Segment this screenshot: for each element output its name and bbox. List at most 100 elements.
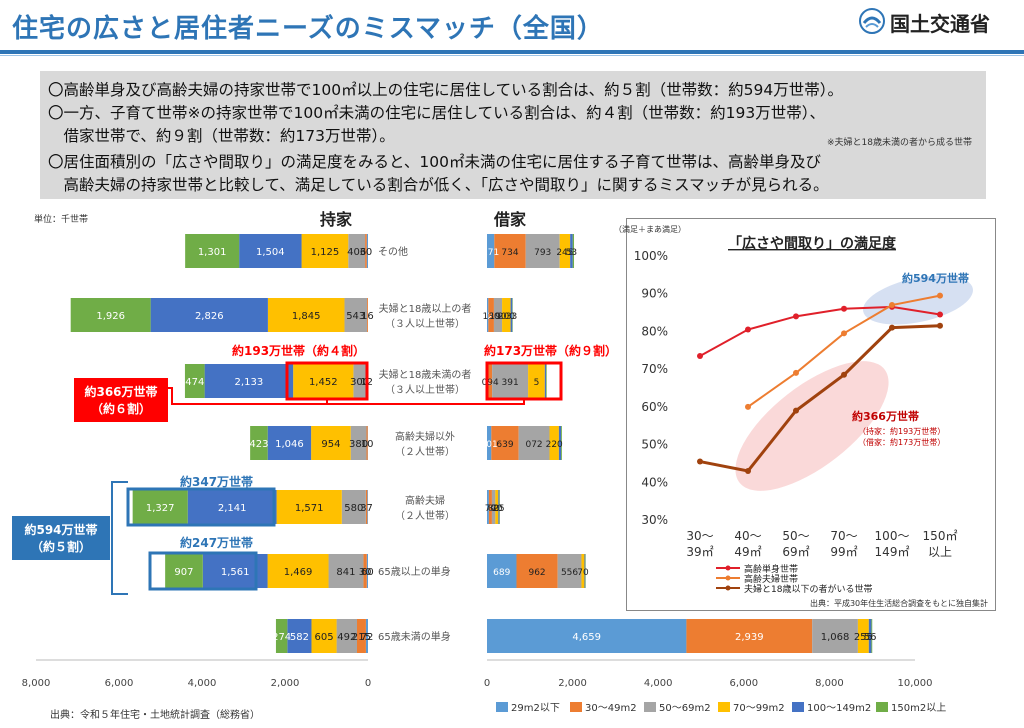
rented-bar-segment	[544, 364, 547, 398]
line-x-tick-sub: 以上	[928, 545, 952, 559]
rented-data-label: 25	[493, 504, 504, 514]
owned-data-label: 1,046	[275, 439, 304, 450]
owned-data-label: 543	[346, 311, 365, 322]
owned-bar-segment	[301, 234, 349, 268]
rented-data-label: 190	[489, 312, 506, 322]
rented-bar-segment	[487, 298, 489, 332]
rented-data-label: 556	[561, 568, 578, 578]
rented-data-label: 962	[528, 568, 545, 578]
category-label: 夫婦と18歳未満の者	[379, 369, 472, 381]
header-rule-thin	[0, 55, 1024, 56]
rented-bar-segment	[488, 298, 494, 332]
line-annotation-366-rent: （借家：約173万世帯）	[858, 437, 945, 447]
rented-bar-segment	[557, 554, 582, 588]
owned-data-label: 954	[321, 439, 340, 450]
owned-data-label: 300	[350, 377, 369, 388]
rented-bar-segment	[516, 554, 558, 588]
rented-bar-segment	[502, 298, 511, 332]
line-y-tick: 40%	[641, 475, 668, 489]
highlight-ellipse-366	[735, 361, 889, 491]
rented-heading: 借家	[494, 210, 527, 229]
owned-bar-segment	[341, 490, 366, 524]
rented-data-label: 639	[496, 440, 513, 450]
legend-swatch	[792, 702, 804, 712]
rented-bar-segment	[857, 619, 869, 653]
line-x-tick-sub: 99㎡	[830, 545, 857, 559]
rented-bar-segment	[491, 490, 496, 524]
legend-label: 150m2以上	[891, 702, 946, 714]
rented-bar-segment	[584, 554, 586, 588]
owned-bar-segment	[250, 426, 268, 460]
owned-x-tick: 4,000	[188, 678, 217, 689]
line-point	[697, 352, 703, 359]
summary-line-3: 借家世帯で、約９割（世帯数：約173万世帯）。	[48, 127, 395, 145]
category-sublabel: （３人以上世帯）	[385, 317, 465, 330]
rented-data-label: 689	[493, 568, 510, 578]
line-x-tick: 100～	[875, 529, 910, 543]
line-point	[793, 369, 799, 376]
owned-bar-segment	[311, 426, 351, 460]
owned-data-label: 841	[336, 567, 355, 578]
callout-594-text: 約594万世帯	[24, 522, 97, 537]
rented-bar-segment	[487, 554, 517, 588]
line-point	[841, 305, 847, 312]
highlight-elder-247	[148, 551, 258, 591]
line-x-tick: 30～	[686, 529, 713, 543]
rented-bar-segment	[518, 426, 550, 460]
category-label: 65歳以上の単身	[378, 565, 451, 578]
rented-data-label: 80	[488, 504, 500, 514]
line-source: 出典：平成30年住生活総合調査をもとに独自集計	[810, 598, 988, 608]
owned-bar-segment	[187, 490, 277, 524]
owned-data-label: 1,504	[256, 247, 285, 258]
line-point	[889, 324, 895, 331]
owned-bar-segment	[344, 298, 368, 332]
owned-data-label: 605	[314, 632, 333, 643]
owned-bar-segment	[350, 426, 367, 460]
owned-data-label: 423	[249, 439, 268, 450]
rented-data-label: 56	[864, 632, 877, 643]
line-point	[745, 467, 751, 474]
owned-data-label: 16	[361, 311, 374, 322]
category-label: 65歳未満の単身	[378, 630, 451, 643]
line-point	[937, 292, 943, 299]
line-y-tick: 60%	[641, 400, 668, 414]
line-x-tick: 150㎡	[923, 529, 958, 543]
callout-elder-347: 約347万世帯	[180, 474, 253, 489]
rented-data-label: 245	[556, 248, 573, 258]
rented-bar-segment	[498, 490, 500, 524]
category-label: 高齢夫婦	[405, 494, 445, 507]
rented-x-tick: 4,000	[644, 678, 673, 689]
owned-data-label: 72	[361, 632, 374, 643]
rented-bar-segment	[561, 426, 562, 460]
owned-bar-segment	[367, 298, 368, 332]
rented-bar-segment	[494, 234, 526, 268]
rented-bar-segment	[546, 364, 547, 398]
rented-x-tick: 10,000	[898, 678, 933, 689]
rented-bar-segment	[871, 619, 873, 653]
line-legend-label: 高齢単身世帯	[744, 563, 798, 575]
line-point	[745, 403, 751, 410]
owned-bar-segment	[366, 426, 368, 460]
rented-data-label: 45	[482, 504, 493, 514]
line-x-tick-sub: 69㎡	[782, 545, 809, 559]
owned-bar-segment	[328, 554, 364, 588]
owned-data-label: 1,301	[198, 247, 227, 258]
category-sublabel: （２人世帯）	[395, 445, 455, 458]
rented-x-tick: 0	[484, 678, 490, 689]
owned-bar-segment	[336, 619, 358, 653]
line-legend-label: 夫婦と18歳以下の者がいる世帯	[744, 583, 872, 595]
line-y-tick: 70%	[641, 362, 668, 376]
rented-x-tick: 6,000	[729, 678, 758, 689]
owned-bar-segment	[267, 426, 312, 460]
line-y-tick: 100%	[634, 249, 668, 263]
owned-data-label: 1,452	[309, 377, 338, 388]
rented-bar-segment	[492, 364, 529, 398]
owned-bar-segment	[267, 554, 329, 588]
owned-bar-segment	[287, 619, 312, 653]
owned-bar-segment	[366, 554, 368, 588]
line-legend-marker	[725, 585, 731, 591]
owned-bar-segment	[185, 234, 240, 268]
owned-bar-segment	[239, 234, 302, 268]
